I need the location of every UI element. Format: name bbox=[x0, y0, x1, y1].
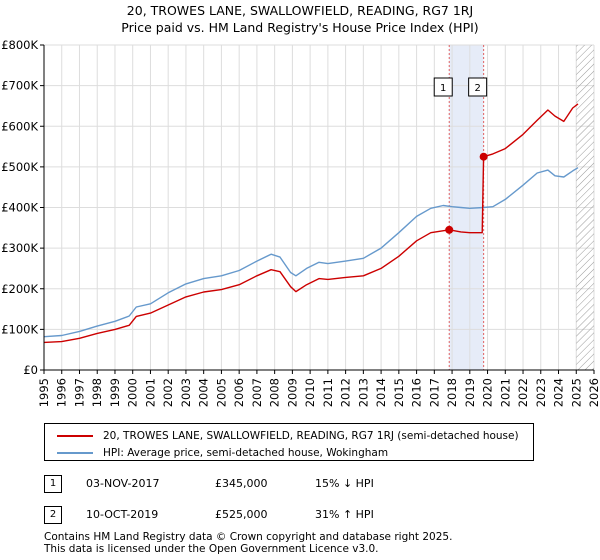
marker-box-label: 1 bbox=[440, 83, 446, 94]
marker-box bbox=[433, 77, 453, 97]
x-tick-label: 1996 bbox=[55, 378, 69, 407]
x-tick-label: 2012 bbox=[339, 378, 353, 407]
forecast-hatch bbox=[576, 45, 594, 370]
x-tick-label: 2017 bbox=[427, 378, 441, 407]
x-tick-label: 1995 bbox=[37, 378, 51, 407]
x-tick-label: 2015 bbox=[392, 378, 406, 407]
marker-box bbox=[468, 77, 488, 97]
footer-licence: This data is licensed under the Open Gov… bbox=[44, 543, 379, 555]
x-tick-label: 2021 bbox=[498, 378, 512, 407]
x-tick-label: 2005 bbox=[214, 378, 228, 407]
transaction-price: £345,000 bbox=[215, 477, 268, 490]
legend-label-property: 20, TROWES LANE, SWALLOWFIELD, READING, … bbox=[103, 430, 519, 442]
x-tick-label: 2003 bbox=[179, 378, 193, 407]
legend-item-property: 20, TROWES LANE, SWALLOWFIELD, READING, … bbox=[57, 428, 519, 444]
y-tick-label: £500K bbox=[1, 160, 38, 174]
legend-label-hpi: HPI: Average price, semi-detached house,… bbox=[103, 447, 389, 459]
series-group bbox=[44, 103, 579, 344]
y-tick-label: £200K bbox=[1, 282, 38, 296]
x-tick-label: 1998 bbox=[90, 378, 104, 407]
y-tick-label: £700K bbox=[1, 79, 38, 93]
transaction-hpi-delta: 15% ↓ HPI bbox=[315, 477, 374, 490]
x-tick-label: 2008 bbox=[268, 378, 282, 407]
x-tick-label: 2006 bbox=[232, 378, 246, 407]
transaction-price: £525,000 bbox=[215, 508, 268, 521]
sale-point bbox=[479, 152, 488, 161]
legend-swatch-hpi bbox=[57, 452, 93, 454]
x-tick-label: 2020 bbox=[481, 378, 495, 407]
y-tick-label: £800K bbox=[1, 38, 38, 52]
x-tick-label: 2023 bbox=[534, 378, 548, 407]
y-tick-label: £600K bbox=[1, 119, 38, 133]
chart-subtitle: Price paid vs. HM Land Registry's House … bbox=[121, 20, 479, 35]
transaction-hpi-delta: 31% ↑ HPI bbox=[315, 508, 374, 521]
chart-title: 20, TROWES LANE, SWALLOWFIELD, READING, … bbox=[126, 3, 474, 18]
y-tick-label: £300K bbox=[1, 241, 38, 255]
x-tick-label: 2009 bbox=[285, 378, 299, 407]
legend-swatch-property bbox=[57, 435, 93, 437]
x-tick-label: 2022 bbox=[516, 378, 530, 407]
sale-point bbox=[445, 225, 454, 234]
x-tick-label: 2000 bbox=[126, 378, 140, 407]
transaction-date: 10-OCT-2019 bbox=[86, 508, 159, 521]
x-tick-label: 2026 bbox=[587, 378, 600, 407]
footer-copyright: Contains HM Land Registry data © Crown c… bbox=[44, 531, 453, 543]
x-tick-label: 2016 bbox=[410, 378, 424, 407]
y-tick-label: £400K bbox=[1, 201, 38, 215]
x-tick-label: 2001 bbox=[143, 378, 157, 407]
x-tick-label: 2010 bbox=[303, 378, 317, 407]
x-tick-label: 2002 bbox=[161, 378, 175, 407]
marker-box-label: 2 bbox=[474, 83, 480, 94]
y-tick-label: £100K bbox=[1, 322, 38, 336]
x-tick-label: 2013 bbox=[356, 378, 370, 407]
x-tick-label: 2014 bbox=[374, 378, 388, 407]
property-series-line bbox=[44, 103, 579, 344]
x-tick-label: 2019 bbox=[463, 378, 477, 407]
x-tick-label: 2025 bbox=[569, 378, 583, 407]
x-tick-label: 2004 bbox=[197, 378, 211, 407]
legend: 20, TROWES LANE, SWALLOWFIELD, READING, … bbox=[44, 423, 534, 461]
legend-item-hpi: HPI: Average price, semi-detached house,… bbox=[57, 445, 388, 461]
x-tick-label: 2018 bbox=[445, 378, 459, 407]
x-tick-label: 1997 bbox=[72, 378, 86, 407]
x-tick-label: 2011 bbox=[321, 378, 335, 407]
x-tick-label: 2024 bbox=[552, 378, 566, 407]
transaction-number: 2 bbox=[44, 506, 62, 524]
x-tick-label: 1999 bbox=[108, 378, 122, 407]
price-chart: 1 2 £0 £100K £200K £300K £400K £500K £600K £700K £… bbox=[1, 38, 600, 407]
transaction-date: 03-NOV-2017 bbox=[86, 477, 160, 490]
y-tick-label: £0 bbox=[23, 363, 38, 377]
hpi-series-line bbox=[44, 167, 579, 338]
transaction-number: 1 bbox=[44, 475, 62, 493]
x-tick-label: 2007 bbox=[250, 378, 264, 407]
